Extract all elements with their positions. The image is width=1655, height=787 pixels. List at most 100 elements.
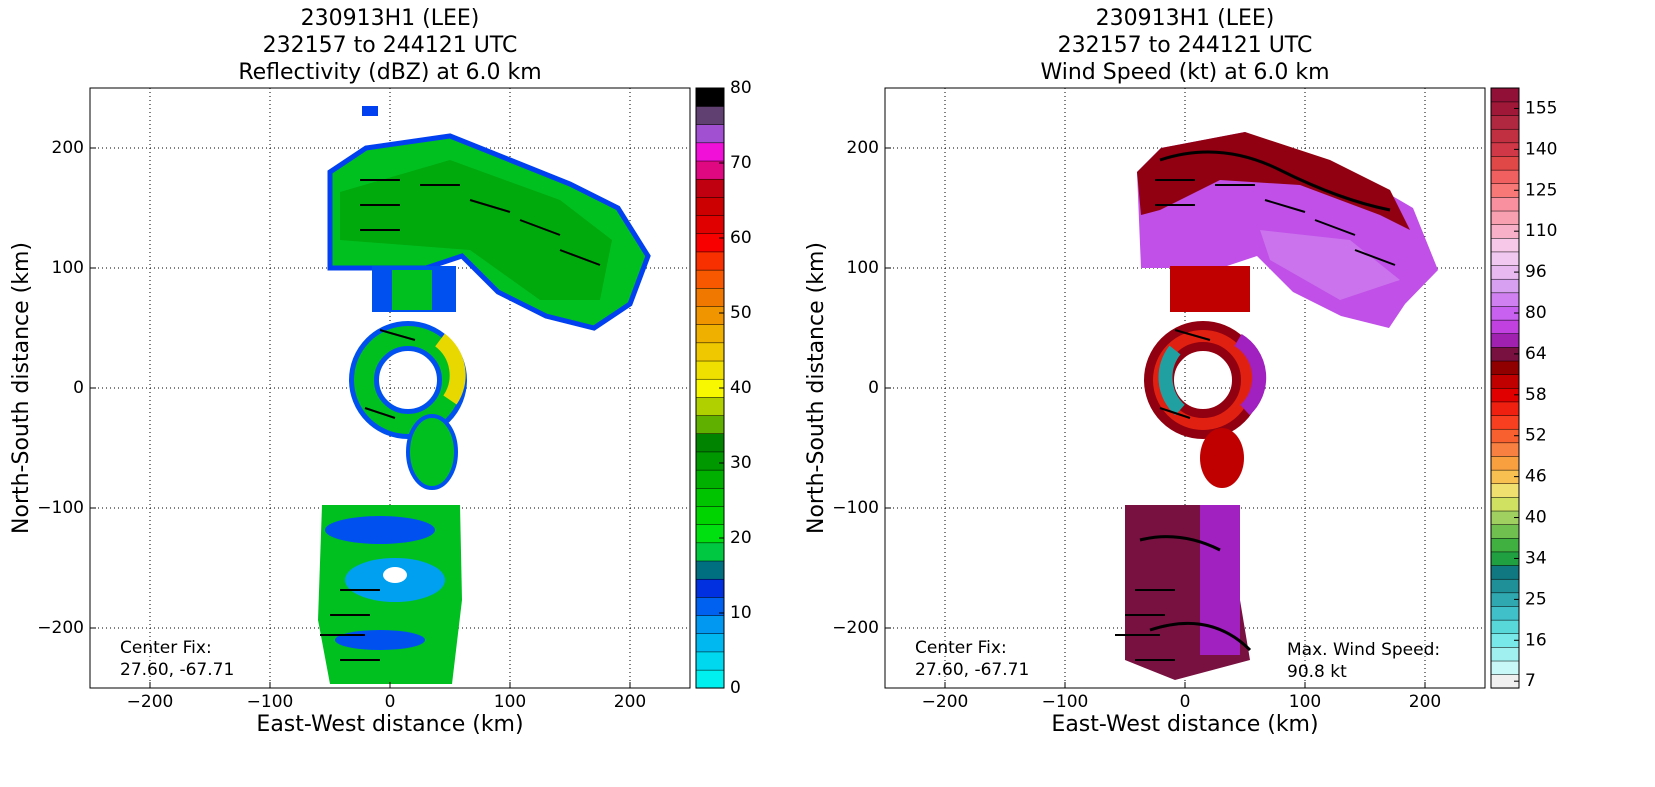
- colorbar-bin: [1490, 292, 1520, 307]
- colorbar-bin: [1490, 619, 1520, 635]
- colorbar-bin: [1490, 646, 1520, 662]
- x-tick-label: 200: [1409, 692, 1441, 712]
- y-axis-label: North-South distance (km): [9, 242, 34, 534]
- colorbar-bin: [695, 251, 725, 271]
- x-tick-label: −100: [247, 692, 294, 712]
- colorbar-bin: [695, 396, 725, 416]
- colorbar-bin: [695, 469, 725, 489]
- colorbar-tick-label: 30: [730, 453, 752, 473]
- colorbar-tick-label: 155: [1525, 98, 1557, 118]
- y-tick-label: −200: [37, 618, 84, 638]
- chart-title: Wind Speed (kt) at 6.0 km: [1040, 60, 1329, 85]
- colorbar-bin: [1490, 333, 1520, 348]
- colorbar-bin: [1490, 196, 1520, 212]
- x-tick-label: −200: [127, 692, 174, 712]
- chart-title: Reflectivity (dBZ) at 6.0 km: [238, 60, 541, 85]
- colorbar-tick-label: 40: [730, 378, 752, 398]
- colorbar-bin: [695, 142, 725, 162]
- y-tick-label: 0: [73, 378, 84, 398]
- colorbar-bin: [1490, 360, 1520, 375]
- x-tick-label: 100: [1289, 692, 1321, 712]
- colorbar-tick-label: 140: [1525, 139, 1557, 159]
- colorbar-bin: [695, 415, 725, 435]
- colorbar-tick-label: 40: [1525, 508, 1547, 528]
- colorbar-bin: [1490, 115, 1520, 130]
- wind-field: [1115, 132, 1438, 680]
- colorbar-bin: [1490, 496, 1520, 512]
- y-tick-label: 200: [52, 138, 84, 158]
- colorbar-bin: [695, 615, 725, 635]
- y-tick-label: 200: [847, 138, 879, 158]
- colorbar-bin: [695, 269, 725, 289]
- colorbar-bin: [695, 105, 725, 125]
- x-axis-label: East-West distance (km): [256, 712, 523, 737]
- x-tick-label: 0: [385, 692, 396, 712]
- colorbar-bin: [695, 651, 725, 671]
- x-tick-label: −100: [1042, 692, 1089, 712]
- colorbar-tick-label: 46: [1525, 467, 1547, 487]
- chart-title: 232157 to 244121 UTC: [263, 33, 518, 58]
- colorbar-bin: [1490, 210, 1520, 225]
- colorbar-frame: [1490, 87, 1520, 689]
- chart-title: 232157 to 244121 UTC: [1058, 33, 1313, 58]
- colorbar-bin: [1490, 660, 1520, 675]
- colorbar-bin: [695, 342, 725, 362]
- x-tick-label: −200: [922, 692, 969, 712]
- colorbar-tick-label: 96: [1525, 262, 1547, 282]
- colorbar-bin: [1490, 524, 1520, 539]
- colorbar-bin: [1490, 455, 1520, 471]
- colorbar-tick-label: 52: [1525, 426, 1547, 446]
- colorbar-bin: [695, 215, 725, 235]
- annotation: 90.8 kt: [1287, 662, 1347, 682]
- colorbar-bin: [695, 360, 725, 380]
- annotation: 27.60, -67.71: [915, 660, 1029, 680]
- colorbar-tick-label: 0: [730, 678, 741, 698]
- colorbar-bin: [1490, 87, 1520, 103]
- y-tick-label: 100: [52, 258, 84, 278]
- colorbar-tick-label: 7: [1525, 671, 1536, 691]
- y-tick-label: −100: [37, 498, 84, 518]
- colorbar-tick-label: 20: [730, 528, 752, 548]
- colorbar-bin: [1490, 128, 1520, 144]
- colorbar-bin: [695, 305, 725, 325]
- colorbar-bin: [1490, 605, 1520, 621]
- colorbar-tick-label: 80: [1525, 303, 1547, 323]
- colorbar-tick-label: 80: [730, 78, 752, 98]
- annotation: Center Fix:: [120, 638, 212, 658]
- colorbar-bin: [1490, 578, 1520, 594]
- colorbar-bin: [1490, 401, 1520, 416]
- colorbar-bin: [1490, 155, 1520, 171]
- colorbar-tick-label: 110: [1525, 221, 1557, 241]
- chart-title: 230913H1 (LEE): [301, 6, 480, 31]
- colorbar-bin: [695, 524, 725, 544]
- colorbar-tick-label: 16: [1525, 630, 1547, 650]
- colorbar-bin: [1490, 251, 1520, 266]
- annotation: Center Fix:: [915, 638, 1007, 658]
- colorbar-bin: [1490, 442, 1520, 457]
- colorbar-tick-label: 125: [1525, 180, 1557, 200]
- colorbar-tick-label: 64: [1525, 344, 1547, 364]
- annotation: Max. Wind Speed:: [1287, 640, 1440, 660]
- colorbar-tick-label: 58: [1525, 385, 1547, 405]
- x-axis-label: East-West distance (km): [1051, 712, 1318, 737]
- colorbar-tick-label: 60: [730, 228, 752, 248]
- colorbar-bin: [695, 487, 725, 507]
- plot-frame: [884, 87, 1486, 689]
- colorbar-tick-label: 50: [730, 303, 752, 323]
- colorbar-bin: [1490, 319, 1520, 335]
- colorbar-tick-label: 10: [730, 603, 752, 623]
- y-tick-label: −100: [832, 498, 879, 518]
- colorbar-bin: [695, 233, 725, 253]
- colorbar-bin: [695, 669, 725, 689]
- y-axis-label: North-South distance (km): [804, 242, 829, 534]
- colorbar-bin: [695, 124, 725, 144]
- colorbar-bin: [695, 451, 725, 471]
- x-tick-label: 0: [1180, 692, 1191, 712]
- y-tick-label: −200: [832, 618, 879, 638]
- colorbar-bin: [1490, 278, 1520, 294]
- colorbar-bin: [695, 560, 725, 580]
- y-tick-label: 100: [847, 258, 879, 278]
- colorbar-bin: [695, 433, 725, 453]
- colorbar-bin: [695, 87, 725, 107]
- annotation: 27.60, -67.71: [120, 660, 234, 680]
